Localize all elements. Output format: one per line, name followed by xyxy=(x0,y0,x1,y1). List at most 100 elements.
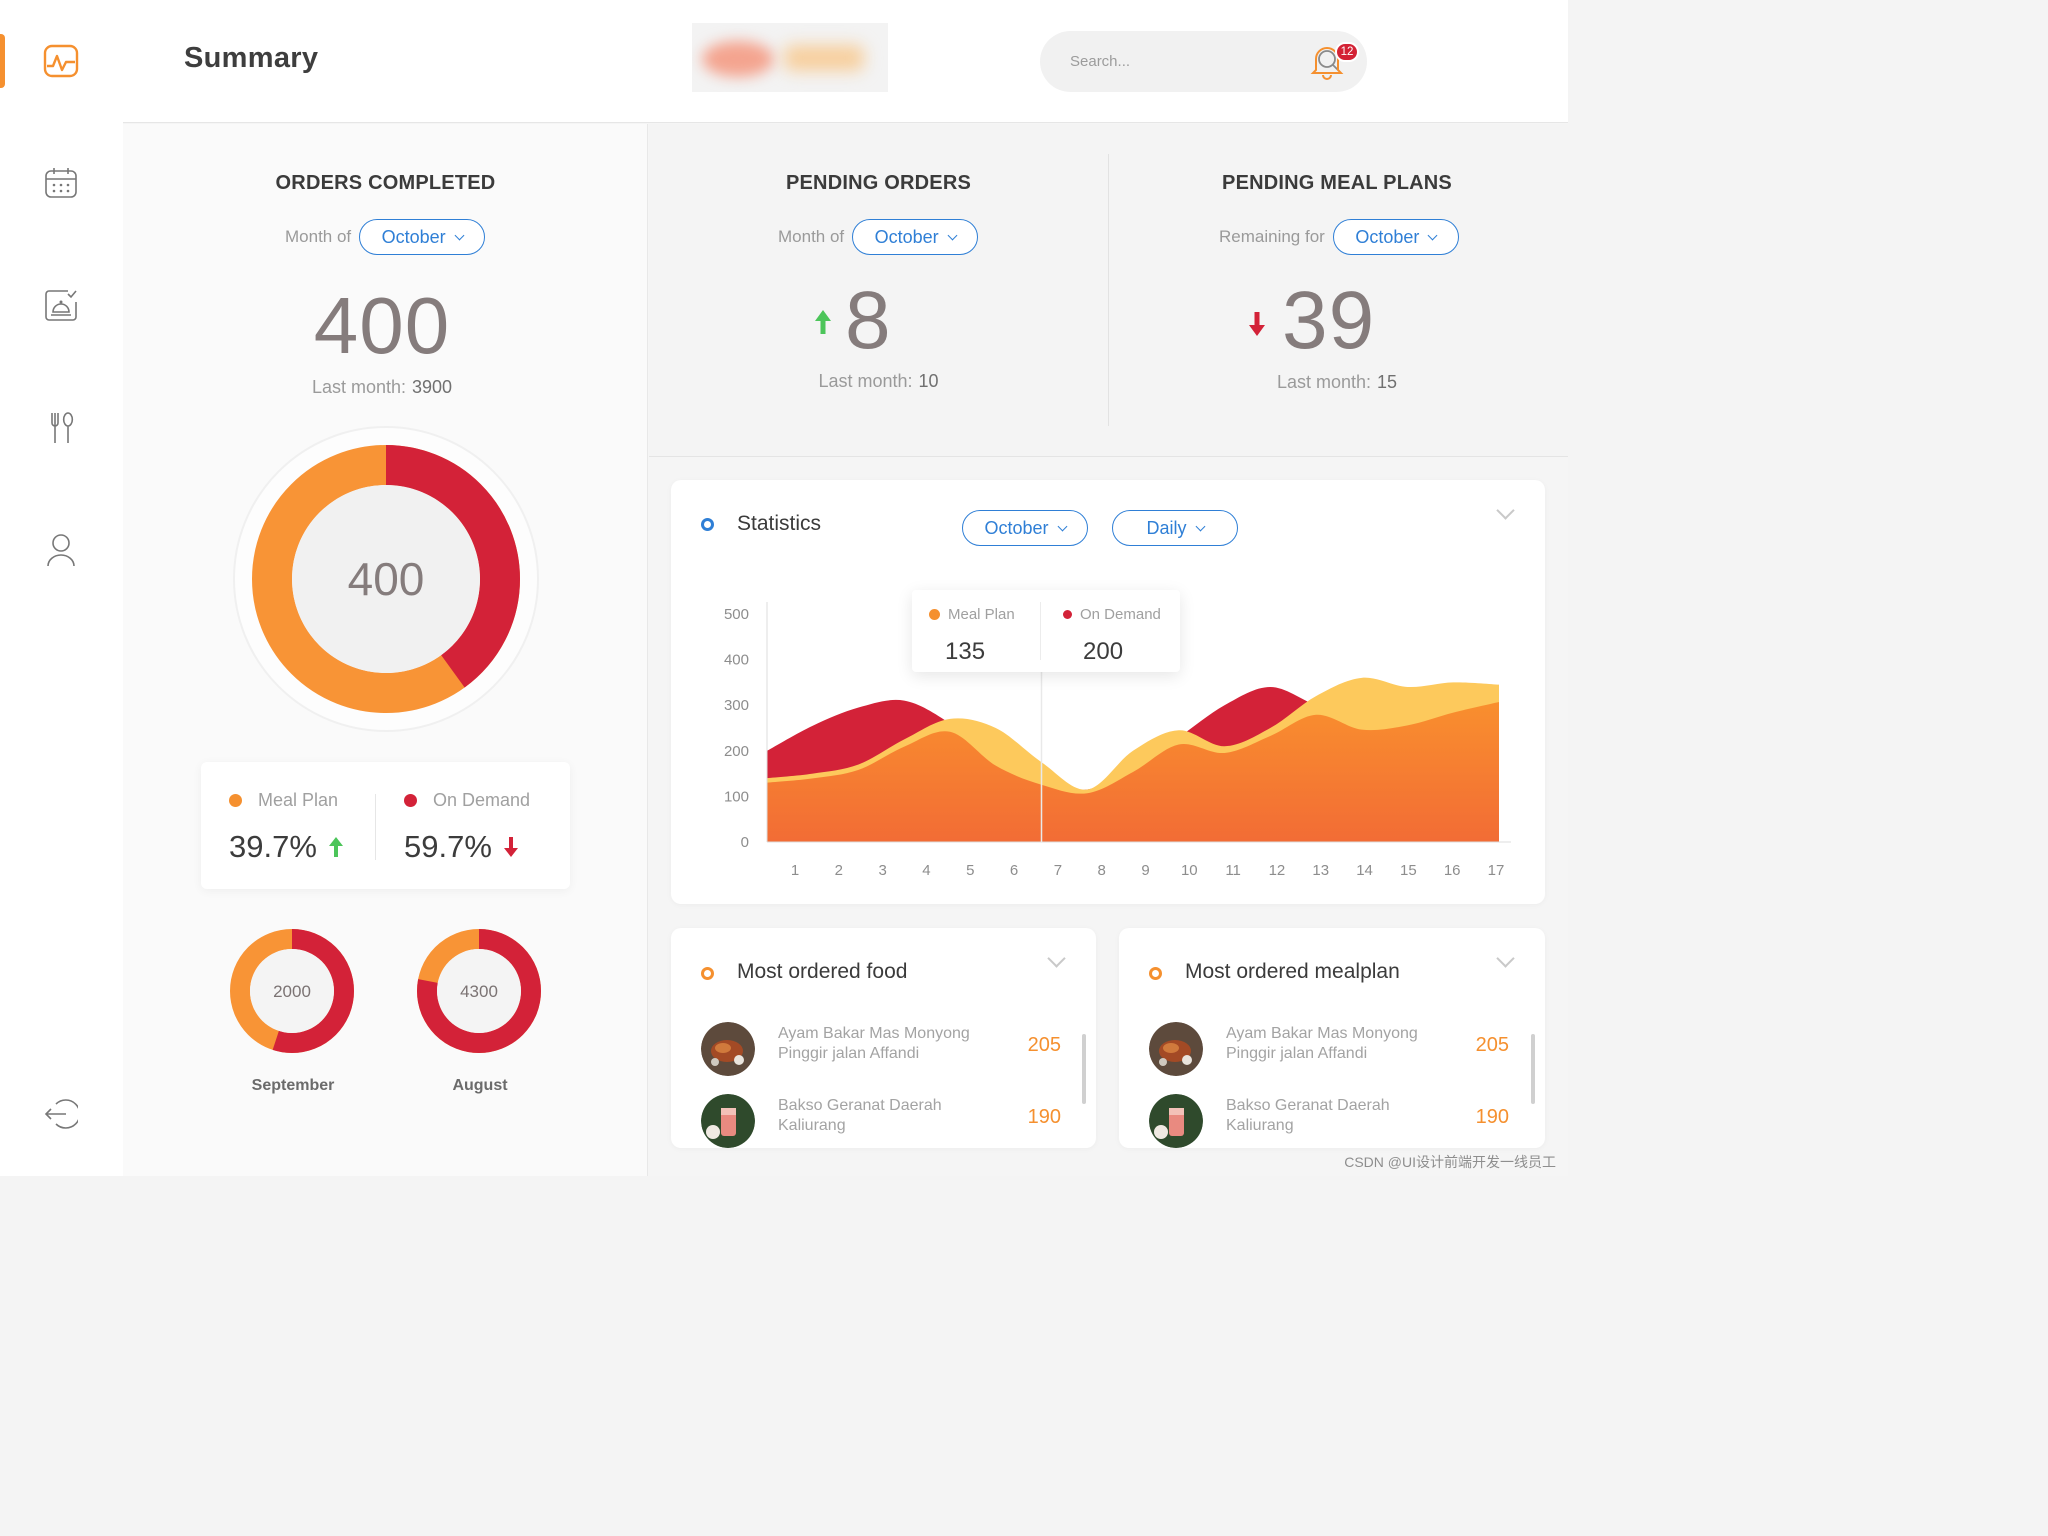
last-month-value: 10 xyxy=(918,371,939,391)
mealplan-list-scrollbar[interactable] xyxy=(1531,1034,1535,1104)
tooltip-on-demand-value: 200 xyxy=(1083,638,1124,665)
x-tick-label: 4 xyxy=(922,862,930,879)
orders-completed-value: 400 xyxy=(313,281,451,370)
x-tick-label: 11 xyxy=(1225,862,1241,879)
combined-base-area xyxy=(767,702,1499,842)
pending-orders-last-month: Last month: 10 xyxy=(649,371,1108,392)
meal-plan-dot xyxy=(229,794,242,807)
orders-completed-title: ORDERS COMPLETED xyxy=(275,172,496,194)
page-title: Summary xyxy=(184,42,319,74)
food-count: 190 xyxy=(1027,1106,1061,1128)
y-tick-label: 400 xyxy=(724,652,749,669)
mini-donut-on-demand-arc xyxy=(417,929,541,1053)
collapse-chevron-icon[interactable] xyxy=(1047,949,1066,968)
month-label: October xyxy=(1355,226,1420,247)
statistics-card: Statistics October Daily 0 100 200 300 400 50… xyxy=(671,480,1545,904)
sidebar-item-menu[interactable] xyxy=(40,407,82,449)
arrow-up-icon xyxy=(328,837,343,857)
on-demand-dot xyxy=(404,794,417,807)
most-ordered-mealplan-card: Most ordered mealplan Ayam Bakar Mas Mon… xyxy=(1119,928,1545,1148)
list-item[interactable]: Bakso Geranat Daerah Kaliurang 190 xyxy=(1149,1094,1509,1152)
orders-donut-chart: 400 xyxy=(233,426,539,732)
meal-plan-dot xyxy=(929,609,940,620)
mini-donut-on-demand-arc xyxy=(230,929,354,1053)
pending-orders-month-row: Month of October xyxy=(778,219,979,255)
mini-donut-center xyxy=(437,949,521,1033)
x-tick-label: 14 xyxy=(1356,862,1373,879)
app-root: Summary 1 2 ORDERS COMPLETED Month of Oct… xyxy=(0,0,1568,1176)
collapse-chevron-icon[interactable] xyxy=(1496,949,1515,968)
logout-icon xyxy=(44,1099,78,1129)
pending-orders-value: 8 xyxy=(845,275,892,366)
food-name: Ayam Bakar Mas Monyong Pinggir jalan Aff… xyxy=(778,1025,970,1062)
x-tick-label: 2 xyxy=(835,862,843,879)
chevron-down-icon xyxy=(1427,230,1438,240)
sidebar-item-meal-plans[interactable] xyxy=(40,284,82,326)
sidebar-item-calendar[interactable] xyxy=(40,162,82,204)
pending-meal-plans-title: PENDING MEAL PLANS xyxy=(1222,172,1452,194)
cutlery-icon xyxy=(51,412,74,443)
orders-completed-month-row: Month of October xyxy=(285,219,486,255)
month-prefix: Remaining for xyxy=(1219,227,1325,246)
list-item[interactable]: Ayam Bakar Mas Monyong Pinggir jalan Aff… xyxy=(1149,1022,1509,1080)
meal-plan-board-icon xyxy=(45,290,77,321)
food-count: 205 xyxy=(1027,1034,1061,1056)
pending-meal-plans-value: 39 xyxy=(1282,275,1376,366)
x-tick-label: 9 xyxy=(1141,862,1149,879)
list-item[interactable]: Bakso Geranat Daerah Kaliurang 190 xyxy=(701,1094,1061,1152)
food-card-marker xyxy=(701,967,714,980)
tooltip-meal-plan-label: Meal Plan xyxy=(948,606,1015,623)
statistics-month-dropdown[interactable]: October xyxy=(962,510,1088,546)
mealplan-card-marker xyxy=(1149,967,1162,980)
most-ordered-food-card: Most ordered food Ayam Bakar Mas Monyong… xyxy=(671,928,1096,1148)
user-icon xyxy=(47,534,75,567)
mealplan-count: 190 xyxy=(1475,1106,1509,1128)
statistics-title: Statistics xyxy=(737,512,822,535)
x-axis-ticks: 1 2 3 4 5 6 7 8 9 10 11 12 13 14 15 16 17 xyxy=(791,862,1505,879)
brand-logo xyxy=(692,23,888,92)
last-month-value: 15 xyxy=(1377,372,1398,392)
sidebar-item-profile[interactable] xyxy=(40,529,82,571)
orders-completed-month-dropdown[interactable]: October xyxy=(359,219,486,255)
y-tick-label: 500 xyxy=(724,606,749,623)
donut-on-demand-arc xyxy=(252,445,520,713)
statistics-marker xyxy=(701,518,714,531)
pending-meal-plans-month-dropdown[interactable]: October xyxy=(1332,219,1459,255)
logo-mark xyxy=(702,41,774,77)
x-tick-label: 13 xyxy=(1312,862,1329,879)
logo-wordmark xyxy=(784,45,864,71)
pending-kpis-panel: PENDING ORDERS Month of October 8 Last m… xyxy=(649,124,1568,457)
calendar-icon xyxy=(45,168,77,198)
x-tick-label: 17 xyxy=(1488,862,1505,879)
food-thumbnail xyxy=(701,1094,755,1148)
x-tick-label: 5 xyxy=(966,862,974,879)
y-axis-ticks: 0 100 200 300 400 500 xyxy=(724,606,749,851)
august-label: August xyxy=(452,1077,508,1094)
tooltip-on-demand-label: On Demand xyxy=(1080,606,1161,623)
sidebar-item-logout[interactable] xyxy=(40,1093,82,1135)
mealplan-name: Ayam Bakar Mas Monyong Pinggir jalan Aff… xyxy=(1226,1025,1418,1062)
on-demand-percent: 59.7% xyxy=(404,829,492,864)
x-tick-label: 1 xyxy=(791,862,799,879)
statistics-period-dropdown[interactable]: Daily xyxy=(1112,510,1238,546)
donut-center xyxy=(292,485,480,673)
list-item[interactable]: Ayam Bakar Mas Monyong Pinggir jalan Aff… xyxy=(701,1022,1061,1080)
kpi-divider xyxy=(1108,154,1109,426)
x-tick-label: 3 xyxy=(878,862,886,879)
sidebar-item-summary[interactable] xyxy=(40,40,82,82)
most-ordered-mealplan-title: Most ordered mealplan xyxy=(1185,960,1400,983)
arrow-down-icon xyxy=(1249,312,1265,336)
pending-orders-month-dropdown[interactable]: October xyxy=(852,219,979,255)
search-box xyxy=(1040,31,1367,92)
x-tick-label: 6 xyxy=(1010,862,1018,879)
top-bar: Summary xyxy=(123,0,1568,123)
mealplan-name: Bakso Geranat Daerah Kaliurang xyxy=(1226,1097,1390,1134)
notification-bell-icon[interactable] xyxy=(1310,42,1344,80)
august-value: 4300 xyxy=(460,982,498,1001)
activity-chart-icon xyxy=(43,44,79,78)
search-input[interactable] xyxy=(1070,49,1300,73)
y-tick-label: 0 xyxy=(741,834,749,851)
food-list-scrollbar[interactable] xyxy=(1082,1034,1086,1104)
month-label: October xyxy=(381,226,446,247)
